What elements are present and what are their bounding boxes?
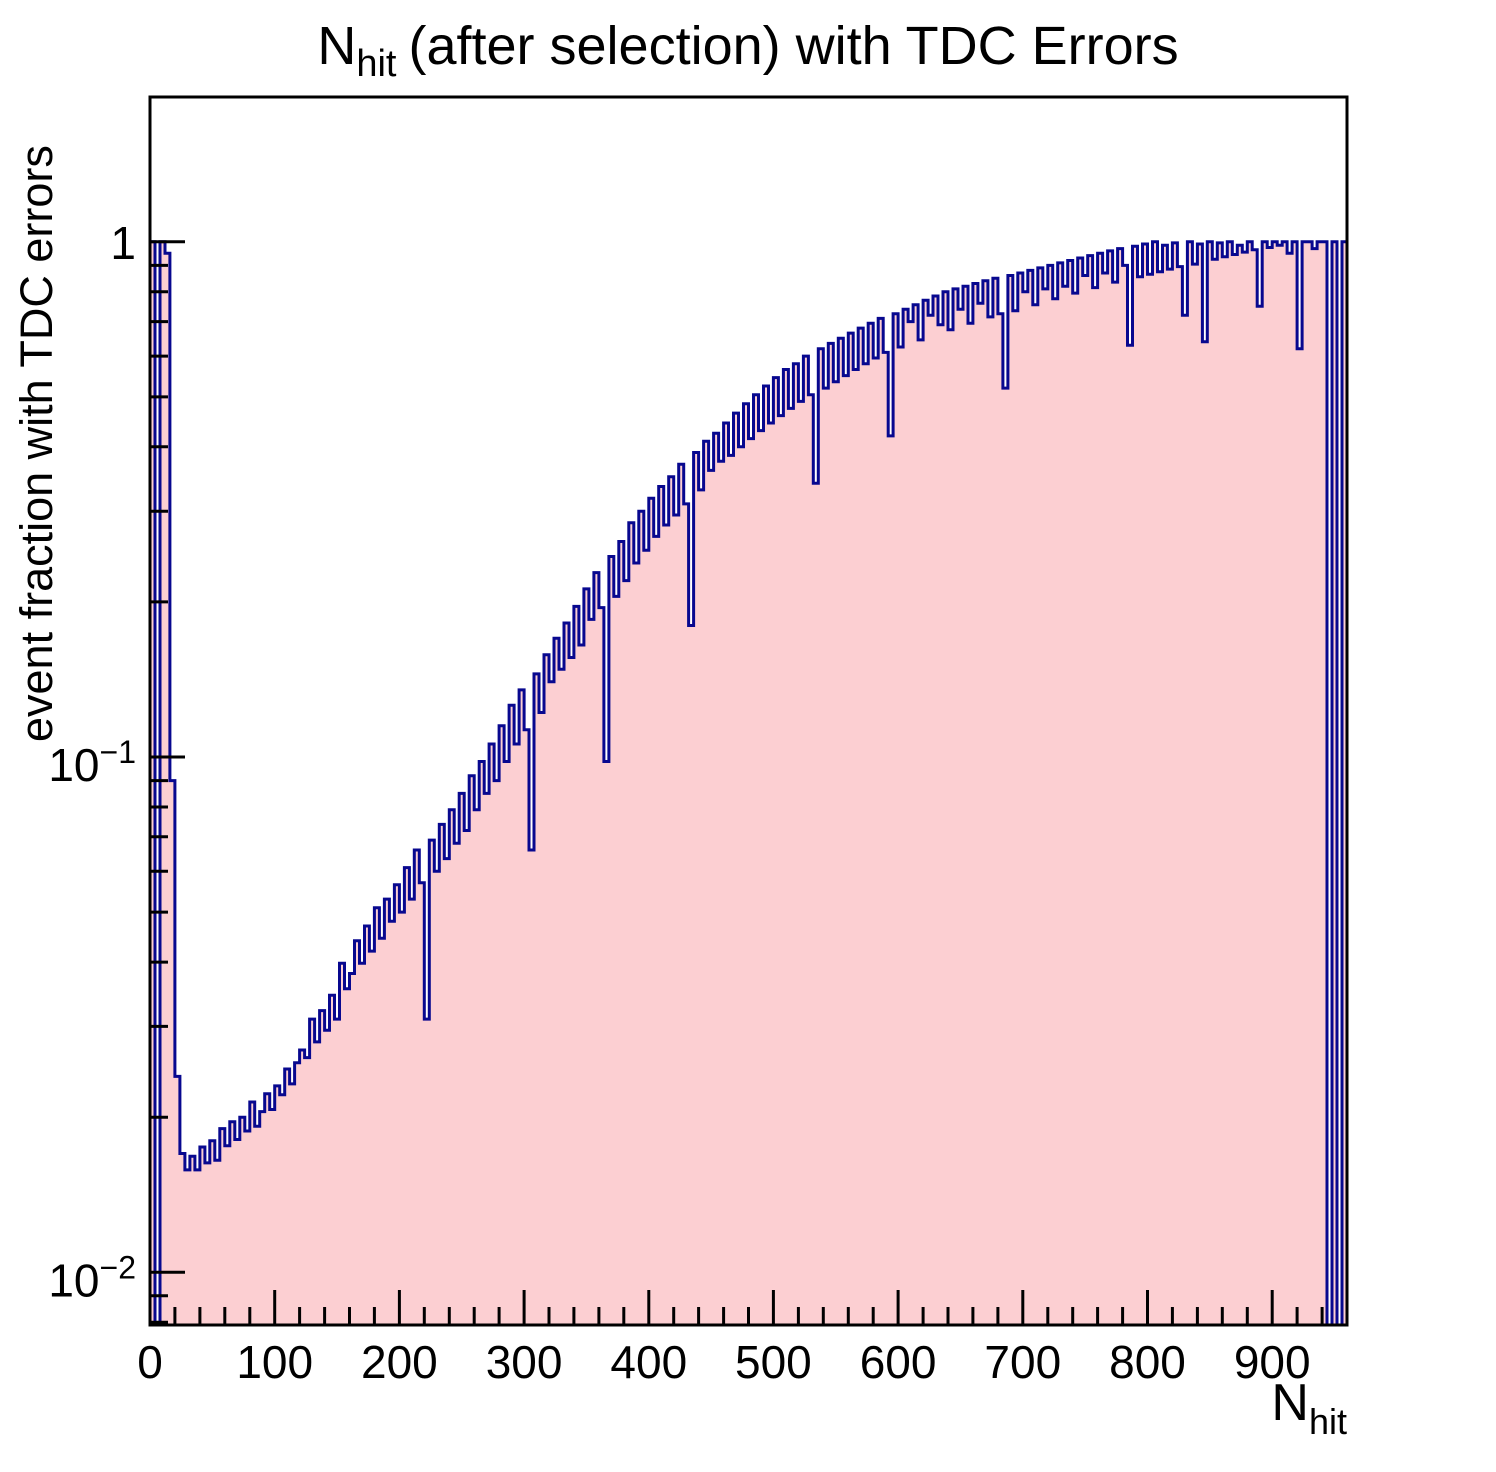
x-axis-title-main: N (1271, 1374, 1309, 1432)
x-tick-label: 100 (236, 1336, 313, 1388)
x-tick-label: 600 (860, 1336, 937, 1388)
x-tick-label: 700 (984, 1336, 1061, 1388)
x-tick-label: 400 (610, 1336, 687, 1388)
y-tick-label-base: 10 (48, 1254, 99, 1306)
x-tick-label: 0 (137, 1336, 163, 1388)
y-tick-label: 10−1 (48, 734, 136, 791)
plot-frame (148, 95, 1349, 1327)
x-axis-tick-labels: 0 100 200 300 400 500 600 700 800 900 (137, 1336, 1310, 1388)
chart-title: Nhit (after selection) with TDC Errors (317, 16, 1178, 85)
x-tick-label: 500 (735, 1336, 812, 1388)
x-axis-ticks (148, 1290, 1349, 1325)
x-tick-label: 200 (361, 1336, 438, 1388)
histogram-outline (148, 240, 1349, 1327)
y-tick-label-exponent: −2 (100, 1249, 136, 1285)
y-tick-label: 10−2 (48, 1249, 136, 1306)
chart-title-sub: hit (356, 43, 397, 85)
x-tick-label: 900 (1234, 1336, 1311, 1388)
x-axis-title-sub: hit (1309, 1401, 1347, 1442)
x-tick-label: 800 (1109, 1336, 1186, 1388)
x-axis-title: Nhit (1271, 1374, 1347, 1442)
y-axis-ticks (150, 240, 185, 1324)
y-tick-label-base: 10 (48, 739, 99, 791)
y-tick-label: 1 (110, 217, 136, 269)
chart-title-rest: (after selection) with TDC Errors (408, 16, 1178, 76)
chart-title-main: N (317, 16, 356, 76)
y-axis-title: event fraction with TDC errors (11, 145, 62, 742)
histogram-fill (150, 241, 1347, 1325)
y-axis-tick-labels: 110−110−2 (48, 217, 136, 1307)
y-tick-label-exponent: −1 (100, 734, 136, 770)
x-tick-label: 300 (486, 1336, 563, 1388)
